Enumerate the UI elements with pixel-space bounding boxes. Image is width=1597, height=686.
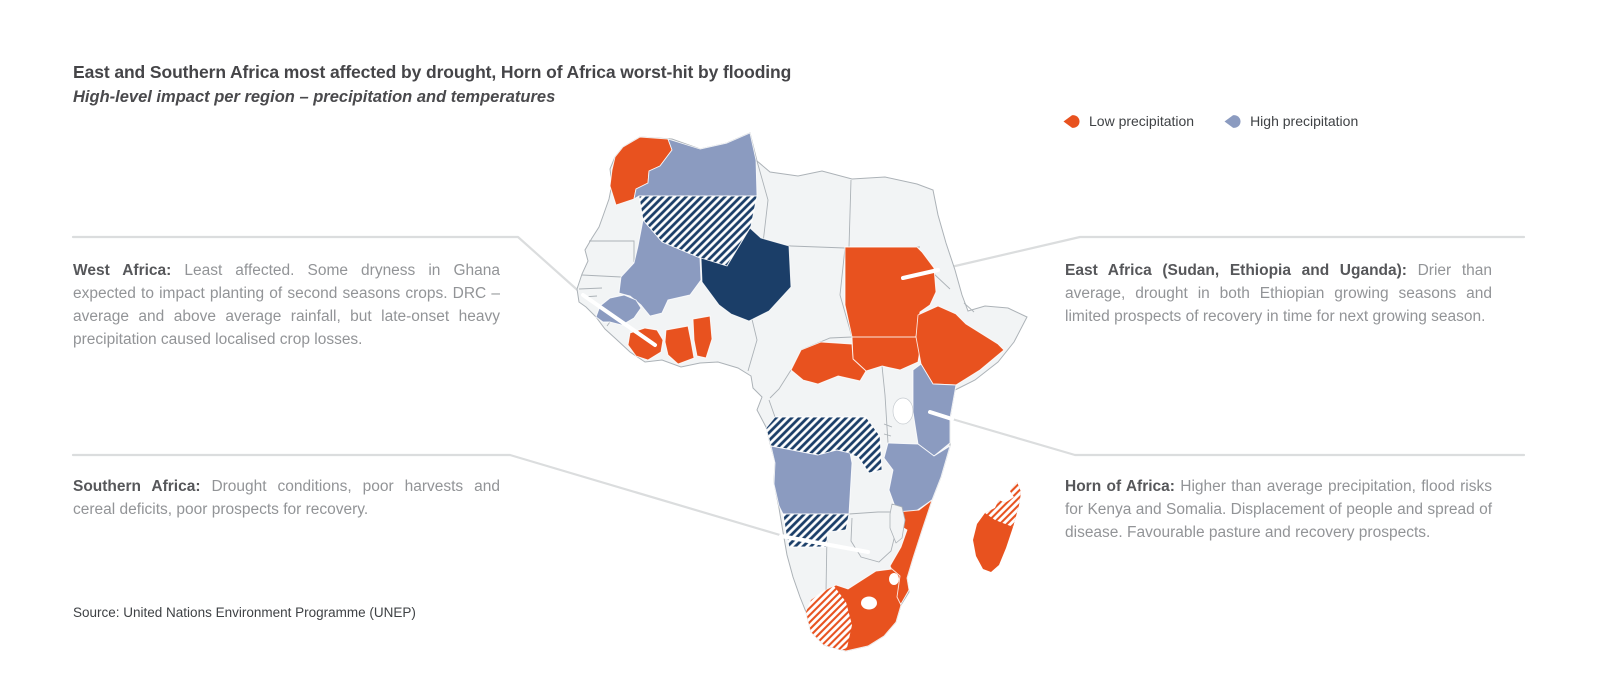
note-horn-of-africa-text: Higher than average precipitation, flood…: [1065, 478, 1492, 541]
country-eswatini: [889, 573, 899, 585]
note-west-africa-lead: West Africa:: [73, 262, 172, 279]
country-togo-benin: [692, 315, 713, 359]
droplet-low-icon: [1063, 114, 1080, 128]
callout-horn-tip: [928, 410, 954, 421]
legend-label-low: Low precipitation: [1089, 113, 1195, 129]
legend-item-low: Low precipitation: [1063, 113, 1194, 129]
country-ethiopia: [915, 305, 1005, 386]
page-subtitle: High-level impact per region – precipita…: [73, 88, 556, 106]
lake-victoria: [892, 397, 914, 425]
note-horn-of-africa: Horn of Africa: Higher than average prec…: [1065, 475, 1492, 544]
droplet-high-icon: [1224, 114, 1241, 128]
country-angola: [770, 445, 853, 515]
country-algeria: [633, 132, 758, 200]
callout-west-tip: [581, 293, 657, 347]
region-drc-zambia-hatched: [765, 416, 883, 474]
note-west-africa-text: Least affected. Some dryness in Ghana ex…: [73, 262, 500, 348]
note-southern-africa-lead: Southern Africa:: [73, 478, 201, 495]
country-ghana: [664, 325, 695, 365]
legend: Low precipitation High precipitation: [1063, 113, 1358, 129]
country-niger: [700, 227, 792, 322]
source-note: Source: United Nations Environment Progr…: [73, 605, 416, 620]
title-block: East and Southern Africa most affected b…: [73, 60, 791, 110]
note-horn-of-africa-lead: Horn of Africa:: [1065, 478, 1175, 495]
callout-west-line: [71, 235, 585, 297]
country-guinea: [595, 294, 642, 326]
callout-south-tip: [779, 534, 870, 554]
callout-south-line: [71, 453, 792, 540]
note-east-africa: East Africa (Sudan, Ethiopia and Uganda)…: [1065, 259, 1492, 328]
coloured-countries: [595, 132, 1021, 652]
map-cutouts: [861, 397, 914, 610]
country-malawi: [889, 503, 906, 544]
country-kenya: [912, 363, 957, 457]
note-west-africa: West Africa: Least affected. Some drynes…: [73, 259, 500, 351]
country-mali: [618, 219, 702, 317]
callout-lines-white: [581, 268, 954, 554]
legend-item-high: High precipitation: [1224, 113, 1358, 129]
callout-lines-gray: [71, 235, 1526, 540]
region-madagascar-north-hatched: [985, 482, 1021, 527]
note-east-africa-text: Drier than average, drought in both Ethi…: [1065, 262, 1492, 325]
country-central-african-republic: [790, 341, 867, 385]
callout-east-tip: [901, 268, 940, 280]
legend-label-high: High precipitation: [1250, 113, 1359, 129]
note-east-africa-lead: East Africa (Sudan, Ethiopia and Uganda)…: [1065, 262, 1407, 279]
note-southern-africa: Southern Africa: Drought conditions, poo…: [73, 475, 500, 521]
callout-horn-line: [950, 417, 1526, 457]
country-tanzania: [883, 442, 951, 513]
callout-east-line: [936, 235, 1526, 272]
region-south-africa-west-hatched: [806, 586, 852, 650]
note-southern-africa-text: Drought conditions, poor harvests and ce…: [73, 478, 500, 518]
country-cote-divoire: [627, 327, 664, 361]
page-title: East and Southern Africa most affected b…: [73, 62, 792, 82]
country-lesotho: [861, 596, 877, 610]
